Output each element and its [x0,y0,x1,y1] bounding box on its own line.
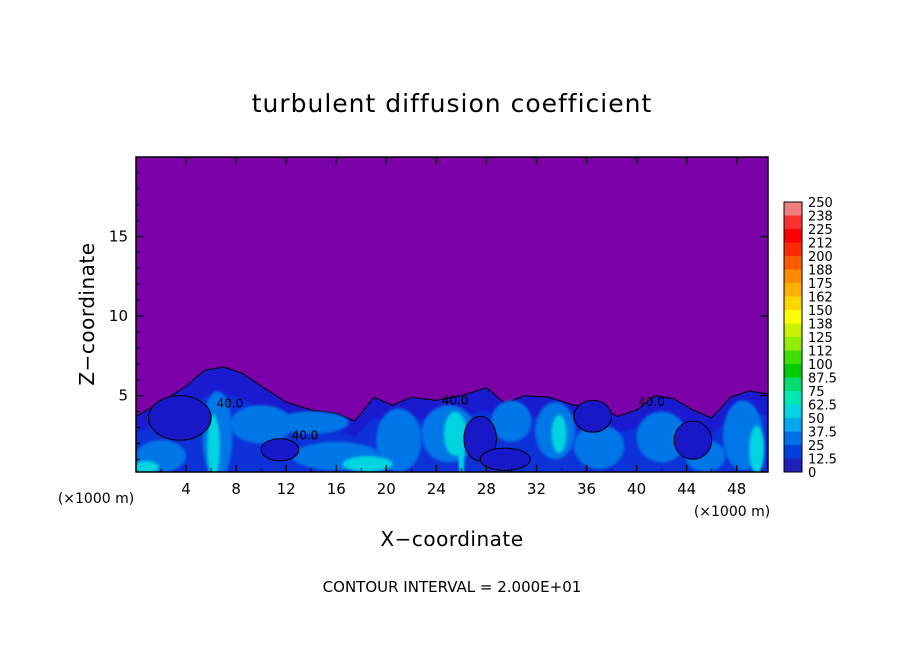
x-tick-label: 20 [377,480,396,498]
x-unit-label: (×1000 m) [694,504,770,520]
colorbar-swatch [784,364,802,378]
y-tick-label: 15 [109,228,128,246]
colorbar-label: 50 [808,412,825,427]
turbulence-blob [636,411,687,463]
colorbar-swatch [784,391,802,405]
turbulence-blob [136,460,159,472]
turbulence-blob [273,411,349,434]
x-tick-label: 36 [577,480,596,498]
turbulence-blob [491,400,532,442]
eddy-contour [479,447,531,471]
chart-title: turbulent diffusion coefficient [252,89,653,118]
colorbar-label: 25 [808,439,825,454]
y-tick-label: 5 [118,387,128,405]
colorbar-swatch [784,242,802,257]
colorbar-label: 250 [808,196,833,211]
colorbar-swatch [784,229,802,243]
colorbar-label: 100 [808,358,833,373]
turbulence-blob [342,456,393,472]
colorbar-label: 12.5 [808,453,837,468]
contour-label: 40.0 [217,397,244,411]
colorbar-swatch [784,283,802,297]
contour-label: 40.0 [442,393,469,407]
colorbar-swatch [784,202,802,216]
y-tick-label: 10 [109,307,128,325]
colorbar-label: 125 [808,331,833,346]
colorbar-swatch [784,404,802,419]
colorbar-swatch [784,256,802,270]
colorbar-label: 175 [808,277,833,292]
colorbar-swatch [784,310,802,324]
colorbar-label: 87.5 [808,372,837,387]
eddy-contour [148,395,212,441]
eddy-contour [260,438,300,462]
colorbar-swatch [784,269,802,284]
colorbar-label: 138 [808,318,833,333]
colorbar-label: 75 [808,385,825,400]
plot-area: 40.040.040.0 40.0 4 8 12 16 20 24 28 32 36 40 44 48 … [109,156,769,498]
colorbar-swatch [784,350,802,365]
colorbar-label: 0 [808,466,816,481]
colorbar-label: 162 [808,291,833,306]
colorbar-swatch [784,377,802,392]
colorbar-swatch [784,431,802,446]
colorbar: 2502382252122001881751621501381251121008… [783,196,837,481]
x-tick-label: 28 [477,480,496,498]
x-tick-label: 16 [327,480,346,498]
turbulence-blob [574,424,625,469]
colorbar-swatch [784,458,802,473]
y-unit-label: (×1000 m) [58,491,134,507]
contour-labels: 40.0 40.0 40.0 40.0 [217,393,665,442]
colorbar-label: 37.5 [808,426,837,441]
x-axis-label: X−coordinate [380,527,523,551]
contour-label: 40.0 [292,428,319,442]
contour-interval-footer: CONTOUR INTERVAL = 2.000E+01 [323,578,582,596]
eddy-contour [573,399,613,433]
y-axis-label: Z−coordinate [75,242,99,385]
y-axis-ticks: 5 10 15 [109,172,768,460]
turbulence-blob [376,408,422,472]
x-tick-label: 44 [677,480,696,498]
x-tick-label: 4 [181,480,191,498]
colorbar-label: 238 [808,210,833,225]
colorbar-label: 150 [808,304,833,319]
colorbar-swatch [784,337,802,351]
turbulence-blob [207,414,220,472]
x-tick-label: 40 [627,480,646,498]
colorbar-label: 212 [808,237,833,252]
contour-label: 40.0 [638,395,665,409]
colorbar-swatch [784,215,802,230]
colorbar-label: 112 [808,345,833,360]
x-tick-label: 8 [231,480,241,498]
turbulence-blob [749,425,765,472]
colorbar-swatch [784,445,802,459]
colorbar-swatch [784,296,802,311]
turbulence-blob [458,437,465,472]
x-tick-label: 32 [527,480,546,498]
turbulence-blob [551,414,567,453]
x-tick-label: 48 [727,480,746,498]
colorbar-label: 62.5 [808,399,837,414]
colorbar-frame [783,201,803,473]
colorbar-swatch [784,323,802,338]
x-tick-label: 12 [277,480,296,498]
x-axis-ticks: 4 8 12 16 20 24 28 32 36 40 44 48 [160,157,763,498]
x-tick-label: 24 [427,480,446,498]
eddy-contour [673,420,713,460]
colorbar-label: 188 [808,264,833,279]
plot-frame [135,156,769,473]
turbulent-field [136,366,768,472]
colorbar-label: 200 [808,250,833,265]
colorbar-label: 225 [808,223,833,238]
turbulence-blob [229,405,293,444]
colorbar-swatch [784,418,802,432]
